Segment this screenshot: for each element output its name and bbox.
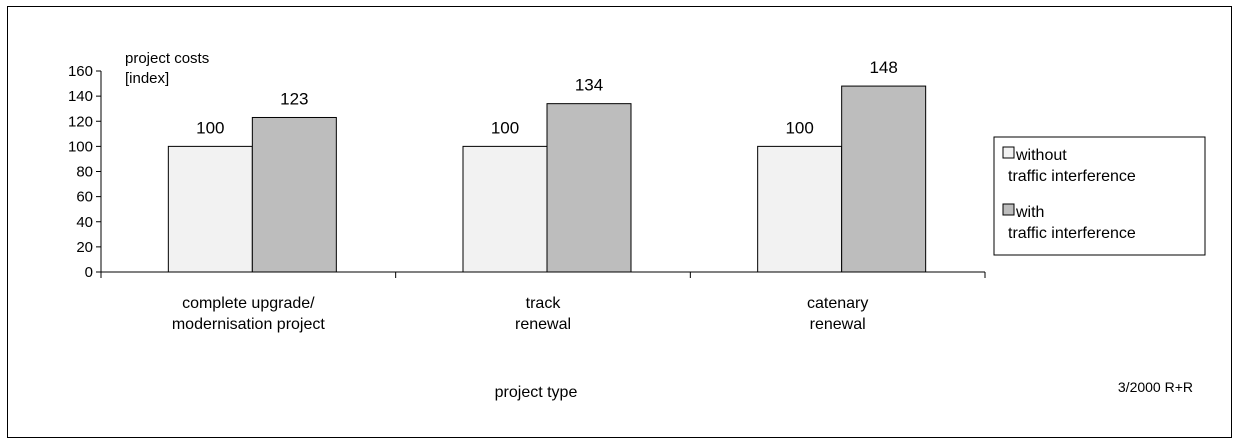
chart-bars <box>167 85 927 273</box>
x-category-label: modernisation project <box>172 316 326 333</box>
bar <box>841 85 927 273</box>
chart-legend: without traffic interference with traffic i… <box>993 136 1206 256</box>
y-tick-label: 60 <box>76 189 93 206</box>
y-tick-label: 0 <box>85 264 93 281</box>
y-tick-label: 140 <box>68 88 93 105</box>
legend-box <box>993 136 1206 256</box>
legend-entry-label: without <box>1015 147 1067 164</box>
y-tick-label: 40 <box>76 214 93 231</box>
data-label: 123 <box>280 89 308 108</box>
bar <box>757 145 843 273</box>
bar <box>462 145 548 273</box>
legend-entry-label: with <box>1015 204 1044 221</box>
y-tick-label: 100 <box>68 138 93 155</box>
y-tick-label: 80 <box>76 164 93 181</box>
y-tick-label: 20 <box>76 239 93 256</box>
x-category-label: catenary <box>807 295 868 312</box>
data-label: 100 <box>491 118 519 137</box>
data-label: 100 <box>785 118 813 137</box>
y-tick-label: 160 <box>68 63 93 80</box>
y-axis-label: [index] <box>125 70 169 87</box>
data-label: 134 <box>575 76 603 95</box>
bar <box>167 145 253 273</box>
footnote: 3/2000 R+R <box>1118 379 1193 395</box>
legend-swatch <box>1002 203 1015 216</box>
x-axis-label: project type <box>495 384 578 401</box>
y-axis-label: project costs <box>125 50 209 67</box>
data-label: 100 <box>196 118 224 137</box>
chart-labels: project costs [index] 100 123 complete upgra… <box>125 50 1193 401</box>
bar <box>546 103 632 273</box>
data-label: 148 <box>869 58 897 77</box>
y-tick-label: 120 <box>68 113 93 130</box>
x-category-label: track <box>526 295 562 312</box>
legend-entry-label: traffic interference <box>1008 225 1136 242</box>
legend-swatch <box>1002 146 1015 159</box>
legend-entry-label: traffic interference <box>1008 168 1136 185</box>
x-category-label: renewal <box>515 316 571 333</box>
x-category-label: complete upgrade/ <box>182 295 315 312</box>
bar <box>251 116 337 273</box>
x-category-label: renewal <box>810 316 866 333</box>
